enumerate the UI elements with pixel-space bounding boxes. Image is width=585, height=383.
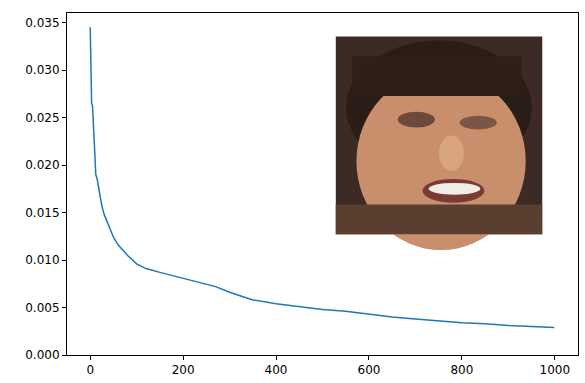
- svg-text:400: 400: [265, 363, 288, 377]
- svg-text:0.020: 0.020: [25, 158, 59, 172]
- svg-text:600: 600: [357, 363, 380, 377]
- svg-text:0: 0: [86, 363, 94, 377]
- svg-text:0.035: 0.035: [25, 16, 59, 30]
- svg-text:800: 800: [450, 363, 473, 377]
- svg-text:200: 200: [172, 363, 195, 377]
- svg-text:0.025: 0.025: [25, 111, 59, 125]
- svg-text:0.030: 0.030: [25, 63, 59, 77]
- svg-text:0.005: 0.005: [25, 301, 59, 315]
- svg-text:0.000: 0.000: [25, 348, 59, 362]
- svg-text:0.010: 0.010: [25, 253, 59, 267]
- svg-text:1000: 1000: [539, 363, 570, 377]
- svg-text:0.015: 0.015: [25, 206, 59, 220]
